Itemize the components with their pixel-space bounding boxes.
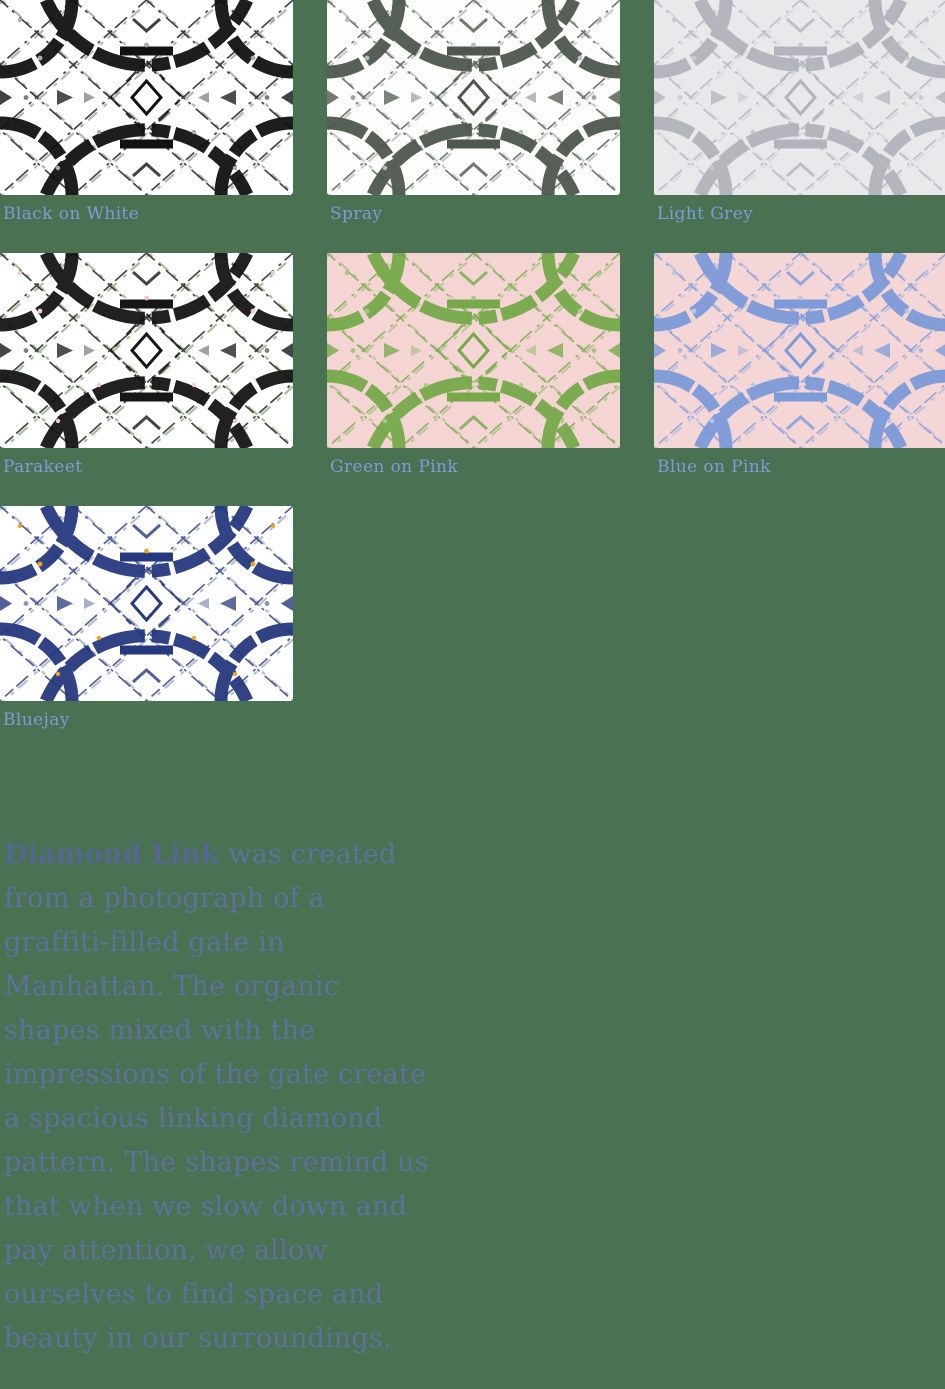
swatch-label-black-on-white[interactable]: Black on White [3,204,140,224]
swatch-card-black-on-white: Black on White [0,0,293,225]
swatch-image-bluejay[interactable] [0,506,293,701]
swatch-label-blue-on-pink[interactable]: Blue on Pink [657,457,771,477]
swatch-grid: Black on White Spra [0,0,945,731]
swatch-image-green-on-pink[interactable] [327,253,620,448]
swatch-card-light-grey: Light Grey [654,0,945,225]
swatch-label-green-on-pink[interactable]: Green on Pink [330,457,459,477]
pattern-description: Diamond Link was created from a photogra… [4,833,436,1361]
swatch-image-parakeet[interactable] [0,253,293,448]
swatch-card-parakeet: Parakeet [0,253,293,478]
swatch-image-light-grey[interactable] [654,0,945,195]
swatch-label-bluejay[interactable]: Bluejay [3,710,70,730]
swatch-card-spray: Spray [327,0,620,225]
pattern-title: Diamond Link [4,839,220,870]
pattern-description-body: was created from a photograph of a graff… [4,839,429,1354]
swatch-label-light-grey[interactable]: Light Grey [657,204,754,224]
swatch-image-spray[interactable] [327,0,620,195]
swatch-label-parakeet[interactable]: Parakeet [3,457,83,477]
swatch-card-bluejay: Bluejay [0,506,293,731]
swatch-card-green-on-pink: Green on Pink [327,253,620,478]
swatch-card-blue-on-pink: Blue on Pink [654,253,945,478]
swatch-image-black-on-white[interactable] [0,0,293,195]
swatch-image-blue-on-pink[interactable] [654,253,945,448]
swatch-label-spray[interactable]: Spray [330,204,383,224]
